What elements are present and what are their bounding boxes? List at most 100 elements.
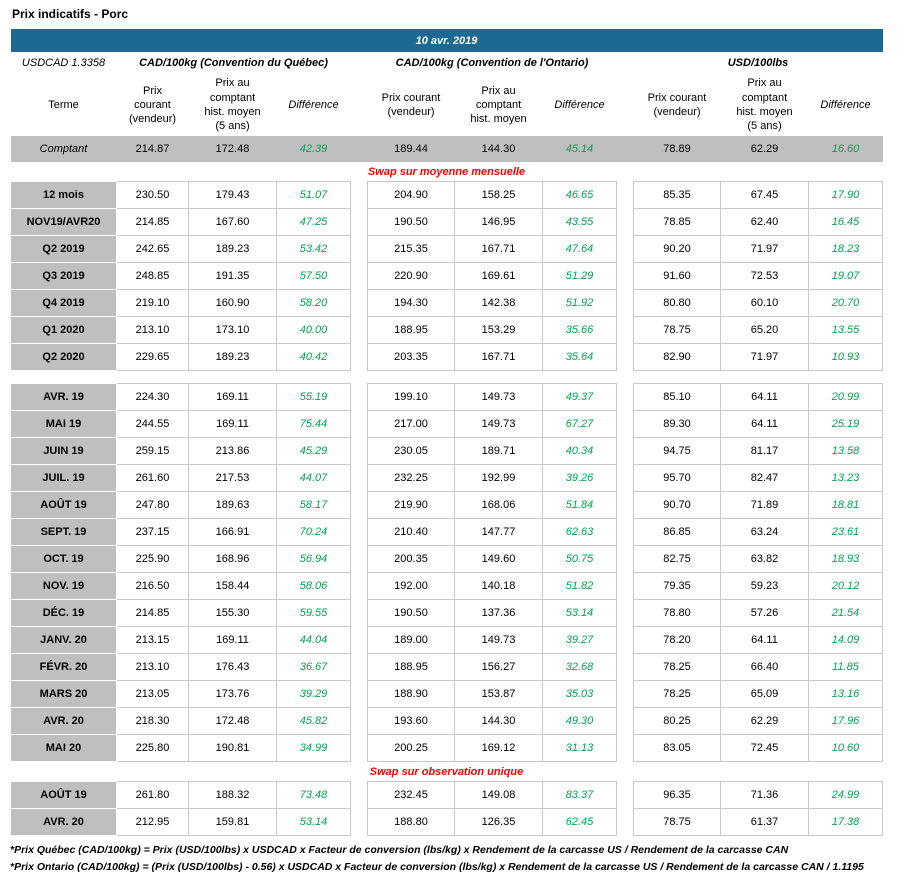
column-spacer	[616, 680, 634, 708]
difference-value: 44.07	[276, 464, 351, 492]
price-value: 89.30	[633, 410, 721, 438]
terme-label: MAI 20	[10, 734, 117, 762]
price-value: 188.32	[188, 781, 277, 809]
terme-label: NOV. 19	[10, 572, 117, 600]
price-value: 232.25	[367, 464, 455, 492]
difference-value: 42.39	[276, 136, 351, 162]
column-spacer	[616, 181, 634, 209]
price-value: 80.80	[633, 289, 721, 317]
price-value: 247.80	[116, 491, 189, 519]
column-spacer	[350, 235, 368, 263]
price-value: 71.97	[720, 343, 809, 371]
price-value: 81.17	[720, 437, 809, 465]
terme-label: Q2 2020	[10, 343, 117, 371]
price-value: 78.89	[633, 136, 721, 162]
price-value: 204.90	[367, 181, 455, 209]
terme-label: Q3 2019	[10, 262, 117, 290]
price-value: 140.18	[454, 572, 543, 600]
price-value: 61.37	[720, 808, 809, 836]
difference-value: 40.42	[276, 343, 351, 371]
difference-value: 51.82	[542, 572, 617, 600]
terme-label: Q1 2020	[10, 316, 117, 344]
difference-value: 24.99	[808, 781, 883, 809]
difference-value: 51.84	[542, 491, 617, 519]
difference-value: 36.67	[276, 653, 351, 681]
price-value: 96.35	[633, 781, 721, 809]
price-value: 78.80	[633, 599, 721, 627]
price-value: 190.81	[188, 734, 277, 762]
price-value: 144.30	[454, 136, 543, 162]
price-value: 67.45	[720, 181, 809, 209]
column-spacer	[616, 599, 634, 627]
column-spacer	[616, 808, 634, 836]
terme-label: AOÛT 19	[10, 781, 117, 809]
price-value: 64.11	[720, 410, 809, 438]
difference-value: 17.96	[808, 707, 883, 735]
date-banner-row: 10 avr. 2019	[10, 29, 883, 52]
difference-value: 13.58	[808, 437, 883, 465]
column-spacer	[616, 289, 634, 317]
difference-value: 10.60	[808, 734, 883, 762]
price-value: 176.43	[188, 653, 277, 681]
price-value: 217.00	[367, 410, 455, 438]
price-value: 149.08	[454, 781, 543, 809]
price-value: 78.75	[633, 808, 721, 836]
difference-value: 20.70	[808, 289, 883, 317]
price-value: 214.85	[116, 599, 189, 627]
price-value: 214.87	[116, 136, 189, 162]
price-row: AVR. 19 224.30 169.11 55.19 199.10 149.73 49.3…	[10, 383, 883, 411]
column-spacer	[616, 235, 634, 263]
difference-value: 18.81	[808, 491, 883, 519]
price-value: 167.71	[454, 343, 543, 371]
difference-value: 62.45	[542, 808, 617, 836]
difference-value: 46.65	[542, 181, 617, 209]
price-value: 62.40	[720, 208, 809, 236]
difference-value: 20.99	[808, 383, 883, 411]
column-spacer	[350, 653, 368, 681]
column-spacer	[616, 136, 634, 162]
price-value: 57.26	[720, 599, 809, 627]
difference-value: 40.00	[276, 316, 351, 344]
difference-value: 20.12	[808, 572, 883, 600]
price-row: NOV19/AVR20 214.85 167.60 47.25 190.50 146.95…	[10, 208, 883, 236]
price-value: 203.35	[367, 343, 455, 371]
price-value: 261.80	[116, 781, 189, 809]
price-value: 169.61	[454, 262, 543, 290]
price-value: 166.91	[188, 518, 277, 546]
terme-label: MAI 19	[10, 410, 117, 438]
column-spacer	[616, 626, 634, 654]
column-spacer	[350, 680, 368, 708]
row-gap	[10, 370, 883, 384]
price-row: MAI 19 244.55 169.11 75.44 217.00 149.73 67.27…	[10, 410, 883, 438]
price-value: 193.60	[367, 707, 455, 735]
price-value: 149.73	[454, 383, 543, 411]
difference-value: 45.29	[276, 437, 351, 465]
column-spacer	[616, 653, 634, 681]
price-row: Q3 2019 248.85 191.35 57.50 220.90 169.61 51.2…	[10, 262, 883, 290]
column-header-row: Terme Prix courant (vendeur) Prix au com…	[11, 74, 883, 136]
price-value: 72.45	[720, 734, 809, 762]
column-spacer	[350, 289, 368, 317]
difference-value: 56.94	[276, 545, 351, 573]
price-row: JUIN 19 259.15 213.86 45.29 230.05 189.71 40.3…	[10, 437, 883, 465]
terme-label: JUIN 19	[10, 437, 117, 465]
column-spacer	[616, 343, 634, 371]
price-value: 200.35	[367, 545, 455, 573]
column-spacer	[350, 343, 368, 371]
difference-value: 75.44	[276, 410, 351, 438]
difference-value: 35.64	[542, 343, 617, 371]
difference-value: 18.93	[808, 545, 883, 573]
price-value: 66.40	[720, 653, 809, 681]
price-value: 189.44	[367, 136, 455, 162]
column-header-difference-quebec: Différence	[288, 98, 339, 111]
price-value: 213.05	[116, 680, 189, 708]
price-value: 248.85	[116, 262, 189, 290]
difference-value: 58.20	[276, 289, 351, 317]
difference-value: 13.16	[808, 680, 883, 708]
section-title: Swap sur observation unique	[369, 765, 524, 778]
price-value: 85.10	[633, 383, 721, 411]
difference-value: 17.90	[808, 181, 883, 209]
price-value: 142.38	[454, 289, 543, 317]
price-value: 94.75	[633, 437, 721, 465]
